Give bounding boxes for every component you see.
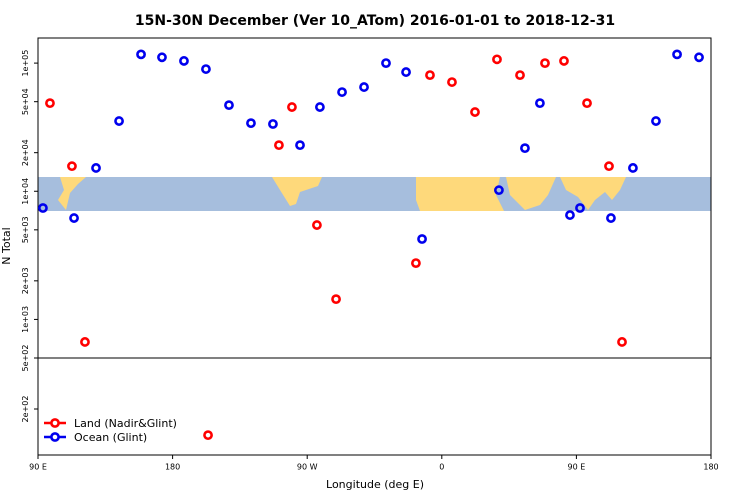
point — [617, 337, 627, 347]
y-tick-label: 5e+04 — [21, 88, 30, 115]
point — [425, 70, 435, 81]
point — [470, 107, 480, 117]
x-tick-label: 90 E — [29, 463, 47, 472]
x-tick-label: 180 — [165, 463, 180, 472]
point — [312, 220, 322, 230]
point — [274, 140, 284, 151]
point — [575, 203, 585, 213]
x-tick-label: 180 — [703, 463, 718, 472]
point — [114, 116, 124, 126]
point — [337, 87, 347, 97]
legend-label: Land (Nadir&Glint) — [74, 417, 177, 430]
point — [494, 185, 504, 196]
point — [447, 77, 457, 87]
point — [559, 56, 569, 66]
point — [287, 102, 297, 112]
point — [411, 258, 421, 269]
point — [672, 49, 682, 60]
point — [69, 213, 79, 223]
point — [582, 98, 592, 109]
point — [651, 116, 661, 126]
y-tick-label: 2e+02 — [21, 396, 30, 423]
point — [295, 140, 305, 151]
point — [179, 56, 189, 66]
point — [201, 64, 211, 74]
y-tick-label: 1e+03 — [21, 306, 30, 333]
point — [136, 49, 146, 60]
point — [67, 161, 77, 172]
point — [694, 52, 704, 63]
point — [417, 234, 427, 244]
x-tick-label: 90 E — [568, 463, 586, 472]
y-axis-label: N Total — [0, 227, 13, 264]
point — [381, 58, 391, 69]
point — [91, 163, 101, 173]
point — [401, 67, 411, 77]
y-tick-label: 5e+03 — [21, 216, 30, 243]
y-tick-label: 2e+04 — [21, 139, 30, 166]
point — [540, 58, 550, 69]
point — [492, 54, 502, 65]
point — [224, 100, 234, 111]
point — [80, 337, 90, 347]
legend-marker — [50, 418, 60, 428]
world-map-band — [38, 177, 711, 211]
y-tick-label: 1e+04 — [21, 178, 30, 205]
point — [628, 163, 638, 173]
point — [268, 119, 278, 129]
legend-label: Ocean (Glint) — [74, 431, 147, 444]
point — [565, 210, 575, 220]
point — [515, 70, 525, 81]
point — [606, 213, 616, 223]
point — [45, 98, 55, 109]
x-tick-label: 90 W — [297, 463, 318, 472]
point — [246, 118, 256, 129]
point — [520, 143, 530, 154]
x-axis-label: Longitude (deg E) — [326, 478, 424, 491]
point — [38, 203, 48, 213]
point — [203, 430, 213, 441]
point — [331, 294, 341, 305]
chart-title: 15N-30N December (Ver 10_ATom) 2016-01-0… — [135, 13, 615, 29]
point — [315, 102, 325, 112]
x-tick-label: 0 — [439, 463, 444, 472]
point — [535, 98, 545, 109]
y-tick-label: 2e+03 — [21, 267, 30, 294]
y-tick-label: 5e+02 — [21, 345, 30, 372]
legend-marker — [50, 432, 60, 442]
y-tick-label: 1e+05 — [21, 50, 30, 77]
point — [359, 82, 369, 92]
point — [157, 52, 167, 63]
point — [604, 161, 614, 172]
plot-frame — [37, 37, 712, 456]
